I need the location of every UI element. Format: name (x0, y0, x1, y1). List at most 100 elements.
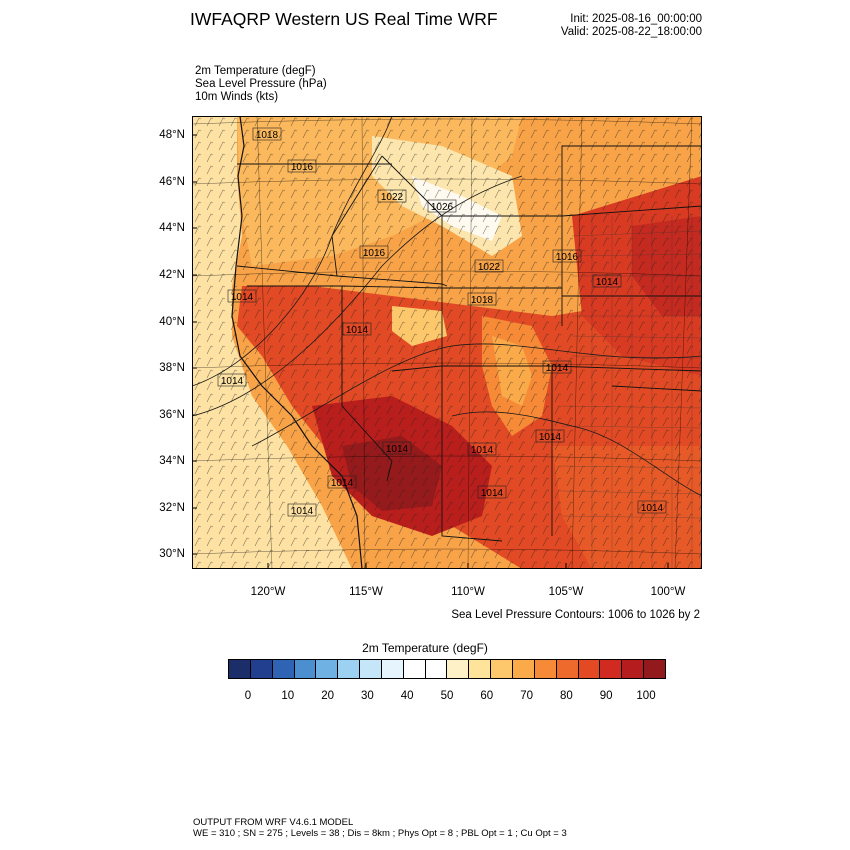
lat-label: 48°N (159, 129, 185, 141)
colorbar (228, 659, 666, 679)
colorbar-cell (556, 660, 579, 678)
forecast-times: Init: 2025-08-16_00:00:00 Valid: 2025-08… (561, 13, 702, 39)
slp-label: 1014 (342, 322, 372, 336)
state-borders (236, 145, 702, 542)
slp-contours (192, 116, 702, 497)
svg-text:1022: 1022 (381, 192, 404, 203)
field-slp: Sea Level Pressure (hPa) (195, 78, 327, 90)
slp-label: 1014 (227, 289, 257, 303)
model-version: OUTPUT FROM WRF V4.6.1 MODEL (193, 817, 354, 828)
svg-text:1014: 1014 (291, 506, 314, 517)
slp-label: 1014 (535, 429, 565, 443)
lon-label: 105°W (548, 586, 584, 598)
slp-label: 1014 (542, 360, 572, 374)
svg-text:1014: 1014 (539, 432, 562, 443)
colorbar-tick-label: 80 (559, 690, 573, 702)
colorbar-cell (229, 660, 251, 678)
svg-text:1014: 1014 (221, 376, 244, 387)
lat-label: 44°N (159, 222, 185, 234)
lon-label: 120°W (250, 586, 286, 598)
colorbar-tick-label: 40 (400, 690, 414, 702)
svg-text:1018: 1018 (256, 130, 279, 141)
slp-label: 1014 (382, 441, 412, 455)
colorbar-tick-label: 0 (244, 690, 252, 702)
colorbar-tick-label: 70 (520, 690, 533, 702)
colorbar-cell (512, 660, 535, 678)
svg-text:1016: 1016 (291, 162, 314, 173)
svg-text:1014: 1014 (386, 444, 409, 455)
svg-text:1016: 1016 (556, 252, 579, 263)
colorbar-tick-label: 60 (480, 690, 494, 702)
svg-text:1014: 1014 (471, 445, 494, 456)
slp-label: 1016 (359, 245, 389, 259)
lat-label: 36°N (159, 409, 185, 421)
colorbar-tick-label: 100 (636, 690, 656, 702)
slp-label: 1014 (217, 373, 247, 387)
svg-text:1014: 1014 (641, 503, 664, 514)
axis-ticks (192, 134, 669, 569)
colorbar-tick-label: 50 (440, 690, 454, 702)
map-panel: 1018 1016 1022 1026 1016 1022 1016 1014 1018 1014… (192, 116, 702, 569)
colorbar-cell (425, 660, 448, 678)
svg-text:1018: 1018 (471, 295, 494, 306)
slp-label: 1014 (477, 485, 507, 499)
colorbar-cell (491, 660, 513, 678)
colorbar-cell (578, 660, 601, 678)
slp-label: 1018 (252, 127, 282, 141)
svg-text:1014: 1014 (546, 363, 569, 374)
colorbar-cell (272, 660, 295, 678)
colorbar-cell (534, 660, 557, 678)
slp-label: 1016 (287, 159, 317, 173)
field-winds: 10m Winds (kts) (195, 91, 279, 103)
graticule (192, 116, 702, 569)
field-list: 2m Temperature (degF) Sea Level Pressure… (195, 65, 327, 104)
slp-label: 1018 (467, 292, 497, 306)
colorbar-title: 2m Temperature (degF) (362, 641, 488, 655)
svg-text:1014: 1014 (331, 478, 354, 489)
slp-label: 1022 (377, 189, 407, 203)
init-time: Init: 2025-08-16_00:00:00 (570, 13, 702, 25)
lat-label: 46°N (159, 176, 185, 188)
colorbar-cell (338, 660, 361, 678)
colorbar-tick-label: 10 (281, 690, 295, 702)
slp-label: 1022 (474, 259, 504, 273)
slp-label: 1014 (592, 274, 622, 288)
slp-label: 1014 (467, 442, 497, 456)
lon-label: 110°W (451, 586, 485, 598)
lat-label: 32°N (159, 502, 185, 514)
valid-time: Valid: 2025-08-22_18:00:00 (560, 26, 702, 38)
model-config: WE = 310 ; SN = 275 ; Levels = 38 ; Dis … (193, 828, 567, 839)
colorbar-cell (316, 660, 339, 678)
forecast-map: 1018 1016 1022 1026 1016 1022 1016 1014 1018 1014… (192, 116, 702, 569)
slp-label: 1026 (427, 199, 457, 213)
colorbar-tick-label: 90 (599, 690, 613, 702)
svg-text:1014: 1014 (231, 292, 254, 303)
map-frame (192, 116, 702, 569)
colorbar-cell (469, 660, 492, 678)
lon-label: 115°W (349, 586, 383, 598)
lon-label: 100°W (650, 586, 686, 598)
slp-label: 1016 (552, 249, 582, 263)
plot-title: IWFAQRP Western US Real Time WRF (190, 9, 498, 29)
slp-label: 1014 (327, 475, 357, 489)
lat-label: 42°N (159, 269, 185, 281)
colorbar-cell (447, 660, 470, 678)
colorbar-cell (360, 660, 382, 678)
slp-label: 1014 (637, 500, 667, 514)
svg-text:1026: 1026 (431, 202, 454, 213)
colorbar-tick-label: 30 (360, 690, 374, 702)
colorbar-cell (644, 660, 665, 678)
colorbar-cell (381, 660, 404, 678)
colorbar-cell (622, 660, 645, 678)
svg-text:1014: 1014 (481, 488, 504, 499)
lat-label: 40°N (159, 316, 185, 328)
svg-text:1016: 1016 (363, 248, 386, 259)
svg-text:1022: 1022 (478, 262, 501, 273)
lat-label: 38°N (159, 362, 185, 374)
contour-note: Sea Level Pressure Contours: 1006 to 102… (451, 609, 700, 621)
colorbar-tick-label: 20 (321, 690, 334, 702)
field-temperature: 2m Temperature (degF) (195, 65, 316, 77)
slp-labels: 1018 1016 1022 1026 1016 1022 1016 1014 1018 1014… (217, 127, 667, 517)
colorbar-cell (250, 660, 273, 678)
lat-label: 34°N (159, 455, 185, 467)
